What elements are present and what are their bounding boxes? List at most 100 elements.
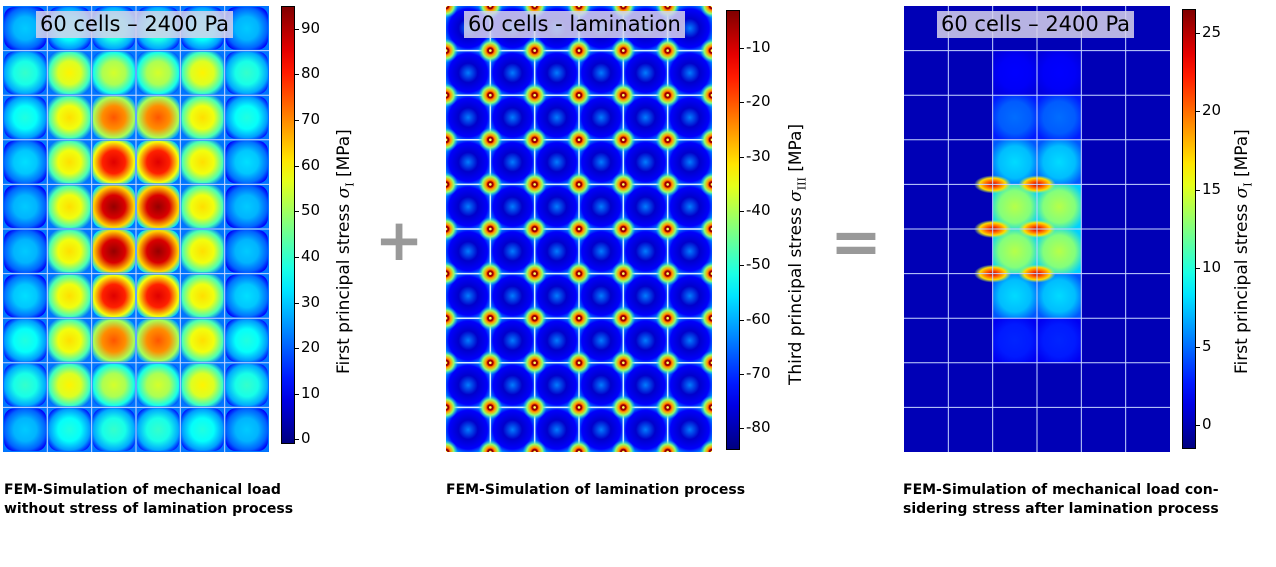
stress-hotspot-center bbox=[446, 138, 448, 142]
heatmap-3-cell bbox=[1037, 50, 1082, 96]
stress-hotspot-center bbox=[710, 316, 712, 320]
stress-hotspot-center bbox=[577, 138, 581, 142]
stress-hotspot-center bbox=[577, 49, 581, 52]
plus-operator: + bbox=[374, 206, 424, 274]
stress-hotspot-core bbox=[708, 92, 712, 99]
stress-hotspot bbox=[446, 350, 458, 375]
heatmap-1-cell bbox=[4, 96, 47, 139]
colorbar-1-tick-label: 20 bbox=[301, 338, 321, 357]
stress-hotspot bbox=[446, 306, 458, 331]
heatmap-1-cell bbox=[48, 408, 91, 451]
stress-hotspot bbox=[446, 6, 458, 18]
stress-hotspot-center bbox=[489, 49, 492, 52]
stress-hotspot-center bbox=[710, 361, 712, 365]
colorbar-2-label: Third principal stress σIII [MPa] bbox=[786, 123, 809, 385]
stress-hotspot-center bbox=[446, 272, 448, 275]
stress-hotspot-center bbox=[533, 361, 536, 365]
stress-hotspot-center bbox=[666, 316, 669, 320]
stress-hotspot-center bbox=[666, 93, 669, 97]
heatmap-1-cell bbox=[92, 363, 135, 407]
heatmap-1-cell bbox=[92, 185, 135, 228]
heatmap-1-cell bbox=[181, 319, 224, 362]
heatmap-1-cell bbox=[92, 274, 135, 318]
stress-hotspot-center bbox=[489, 183, 492, 186]
stress-hotspot bbox=[446, 395, 458, 420]
stress-hotspot-core bbox=[446, 225, 450, 233]
heatmap-1-cell bbox=[225, 7, 268, 50]
colorbar-2-tick-mark bbox=[740, 156, 744, 158]
stress-hotspot-core bbox=[531, 6, 538, 10]
stress-hotspot bbox=[446, 261, 458, 286]
stress-hotspot-center bbox=[533, 316, 536, 320]
colorbar-2-tick-mark bbox=[740, 265, 744, 267]
stress-hotspot-core bbox=[708, 136, 712, 143]
heatmap-1-cell bbox=[4, 319, 47, 362]
stress-hotspot-center bbox=[533, 450, 536, 452]
heatmap-1-cell bbox=[225, 408, 268, 451]
stress-hotspot-center bbox=[622, 227, 625, 231]
stress-hotspot-center bbox=[533, 49, 536, 52]
stress-hotspot-center bbox=[710, 406, 712, 409]
heatmap-2-svg bbox=[446, 6, 712, 452]
equals-operator: = bbox=[830, 205, 882, 278]
heatmap-1-cell bbox=[181, 230, 224, 273]
heatmap-1-cell bbox=[181, 140, 224, 184]
heatmap-1-cell bbox=[225, 140, 268, 184]
stress-hotspot-center bbox=[710, 49, 712, 52]
stress-hotspot-center bbox=[622, 316, 625, 320]
stress-hotspot-core bbox=[487, 448, 494, 452]
stress-hotspot bbox=[611, 440, 636, 452]
heatmap-3-cell bbox=[992, 95, 1037, 140]
heatmap-1-cell bbox=[92, 408, 135, 451]
colorbar-1-label: First principal stress σI [MPa] bbox=[334, 129, 357, 374]
heatmap-1-cell bbox=[137, 230, 180, 273]
heatmap-3-svg bbox=[904, 6, 1170, 452]
heatmap-1-cell bbox=[4, 230, 47, 273]
stress-hotspot bbox=[446, 217, 458, 241]
heatmap-1-cell bbox=[48, 319, 91, 362]
stress-hotspot bbox=[478, 440, 503, 452]
stress-hotspot bbox=[446, 83, 458, 108]
stress-hotspot-center bbox=[710, 272, 712, 275]
stress-hotspot-center bbox=[666, 49, 669, 52]
stress-hotspot-center bbox=[533, 6, 536, 8]
caption-1-line-2: without stress of lamination process bbox=[4, 501, 294, 517]
heatmap-1-cell bbox=[92, 230, 135, 273]
stress-hotspot-core bbox=[575, 6, 583, 10]
heatmap-1-cell bbox=[181, 51, 224, 95]
stress-hotspot-core bbox=[664, 448, 671, 452]
colorbar-1-tick-mark bbox=[295, 393, 299, 395]
colorbar-1-tick-mark bbox=[295, 348, 299, 350]
heatmap-1-cell bbox=[48, 274, 91, 318]
colorbar-2-tick-label: -50 bbox=[746, 255, 771, 274]
stress-hotspot-center bbox=[533, 227, 536, 231]
heatmap-1-cell bbox=[181, 274, 224, 318]
colorbar-1-tick-label: 90 bbox=[301, 18, 321, 37]
caption-1-line-1: FEM-Simulation of mechanical load bbox=[4, 482, 281, 498]
stress-hotspot-core bbox=[446, 136, 450, 143]
colorbar-1-tick-label: 60 bbox=[301, 155, 321, 174]
heatmap-1-svg bbox=[3, 6, 269, 452]
heatmap-1-cell bbox=[92, 319, 135, 362]
heatmap-1-cell bbox=[137, 319, 180, 362]
stress-hotspot-center bbox=[666, 6, 669, 8]
stress-hotspot-center bbox=[446, 316, 448, 320]
heatmap-1-cell bbox=[225, 319, 268, 362]
stress-hotspot-core bbox=[446, 92, 450, 99]
colorbar-2-tick-mark bbox=[740, 428, 744, 430]
stress-hotspot bbox=[700, 440, 712, 452]
colorbar-2-tick-mark bbox=[740, 373, 744, 375]
heatmap-1-cell bbox=[4, 408, 47, 451]
stress-hotspot-center bbox=[489, 272, 492, 275]
heatmap-1-title: 60 cells – 2400 Pa bbox=[36, 11, 234, 38]
stress-hotspot-center bbox=[533, 93, 536, 97]
stress-hotspot-center bbox=[489, 93, 492, 97]
stress-hotspot-center bbox=[577, 183, 581, 186]
stress-hotspot-center bbox=[533, 183, 536, 186]
heatmap-1-cell bbox=[4, 140, 47, 184]
colorbar-3-tick-label: 15 bbox=[1202, 179, 1222, 198]
colorbar-1-tick-label: 80 bbox=[301, 64, 321, 83]
stress-hotspot bbox=[446, 172, 458, 197]
colorbar-3-tick-label: 20 bbox=[1202, 101, 1222, 120]
heatmap-1-cell bbox=[4, 7, 47, 50]
